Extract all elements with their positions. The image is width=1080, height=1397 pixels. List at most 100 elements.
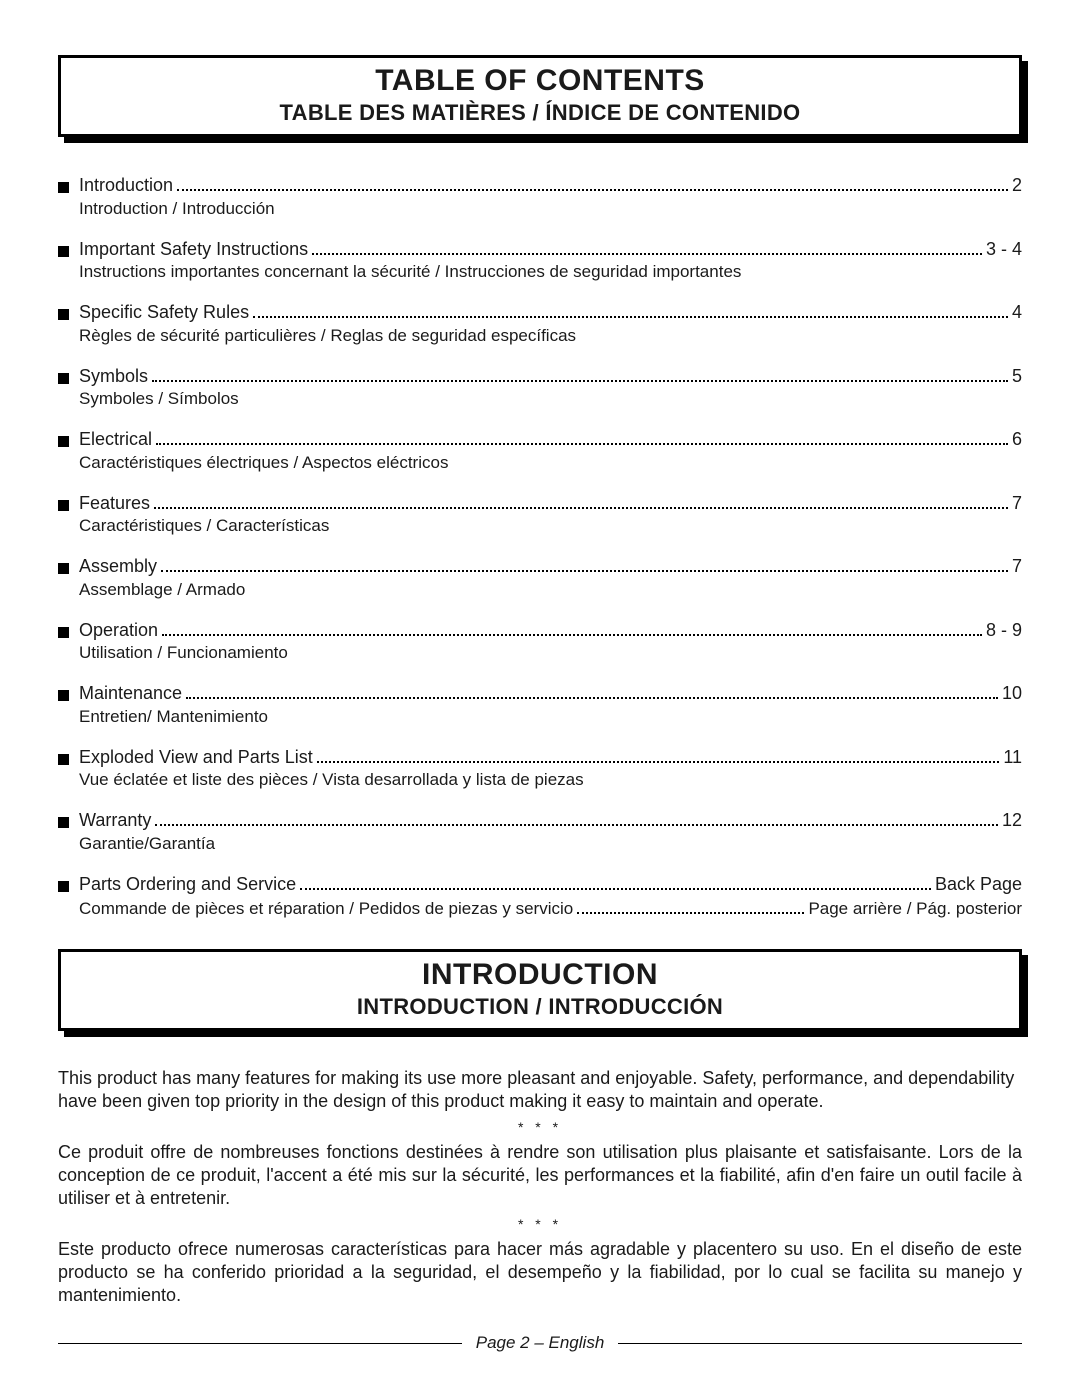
toc-entry: Electrical 6Caractéristiques électriques … (58, 427, 1022, 473)
toc-entry: Specific Safety Rules 4Règles de sécurité… (58, 300, 1022, 346)
toc-item-subtitle: Caractéristiques / Características (79, 516, 1022, 536)
toc-entry: Important Safety Instructions 3 - 4Instru… (58, 237, 1022, 283)
footer-rule-left (58, 1343, 462, 1344)
toc-subline: Commande de pièces et réparation / Pedid… (79, 897, 1022, 919)
toc-item-subtitle: Utilisation / Funcionamiento (79, 643, 1022, 663)
square-bullet-icon (58, 754, 69, 765)
toc-line: Exploded View and Parts List11 (58, 745, 1022, 769)
toc-line: Operation 8 - 9 (58, 618, 1022, 642)
toc-leader-dots (162, 618, 982, 636)
toc-item-title: Important Safety Instructions (79, 238, 308, 261)
toc-leader-dots (156, 427, 1008, 445)
toc-leader-dots (186, 681, 998, 699)
toc-item-subtitle: Caractéristiques électriques / Aspectos … (79, 453, 1022, 473)
toc-item-subtitle: Commande de pièces et réparation / Pedid… (79, 899, 573, 919)
square-bullet-icon (58, 690, 69, 701)
square-bullet-icon (58, 563, 69, 574)
toc-item-subtitle: Symboles / Símbolos (79, 389, 1022, 409)
square-bullet-icon (58, 627, 69, 638)
toc-item-page: 7 (1012, 492, 1022, 515)
toc-item-title: Maintenance (79, 682, 182, 705)
toc-leader-dots (312, 237, 982, 255)
square-bullet-icon (58, 373, 69, 384)
toc-item-subpage: Page arrière / Pág. posterior (808, 899, 1022, 919)
toc-item-title: Parts Ordering and Service (79, 873, 296, 896)
toc-leader-dots (177, 173, 1008, 191)
square-bullet-icon (58, 246, 69, 257)
toc-entry: Maintenance 10Entretien/ Mantenimiento (58, 681, 1022, 727)
toc-item-title: Introduction (79, 174, 173, 197)
toc-leader-dots (317, 745, 1000, 763)
toc-item-page: Back Page (935, 873, 1022, 896)
toc-line: Warranty12 (58, 808, 1022, 832)
toc-item-page: 6 (1012, 428, 1022, 451)
toc-item-subtitle: Entretien/ Mantenimiento (79, 707, 1022, 727)
toc-item-title: Symbols (79, 365, 148, 388)
square-bullet-icon (58, 500, 69, 511)
toc-item-subtitle: Vue éclatée et liste des pièces / Vista … (79, 770, 1022, 790)
square-bullet-icon (58, 182, 69, 193)
toc-item-page: 5 (1012, 365, 1022, 388)
toc-subtitle: TABLE DES MATIÈRES / ÍNDICE DE CONTENIDO (71, 100, 1009, 126)
toc-leader-dots (300, 872, 931, 890)
intro-para-fr: Ce produit offre de nombreuses fonctions… (58, 1141, 1022, 1210)
toc-leader-dots (152, 364, 1008, 382)
toc-entry: Warranty12Garantie/Garantía (58, 808, 1022, 854)
toc-item-page: 12 (1002, 809, 1022, 832)
square-bullet-icon (58, 881, 69, 892)
toc-entry: Parts Ordering and Service Back Page Comma… (58, 872, 1022, 920)
toc-item-subtitle: Garantie/Garantía (79, 834, 1022, 854)
toc-item-title: Specific Safety Rules (79, 301, 249, 324)
toc-entry: Features 7Caractéristiques / Característi… (58, 491, 1022, 537)
intro-para-en: This product has many features for makin… (58, 1067, 1022, 1113)
toc-line: Symbols 5 (58, 364, 1022, 388)
square-bullet-icon (58, 309, 69, 320)
toc-line: Electrical 6 (58, 427, 1022, 451)
toc-item-page: 3 - 4 (986, 238, 1022, 261)
toc-leader-dots (253, 300, 1008, 318)
toc-line: Features 7 (58, 491, 1022, 515)
toc-item-subtitle: Règles de sécurité particulières / Regla… (79, 326, 1022, 346)
toc-item-page: 2 (1012, 174, 1022, 197)
page-footer: Page 2 – English (58, 1333, 1022, 1353)
toc-item-title: Features (79, 492, 150, 515)
intro-title: INTRODUCTION (71, 958, 1009, 992)
toc-item-title: Electrical (79, 428, 152, 451)
box-inner: TABLE OF CONTENTS TABLE DES MATIÈRES / Í… (58, 55, 1022, 137)
toc-entry: Symbols 5Symboles / Símbolos (58, 364, 1022, 410)
toc-item-page: 11 (1003, 746, 1022, 769)
toc-item-title: Operation (79, 619, 158, 642)
intro-para-es: Este producto ofrece numerosas caracterí… (58, 1238, 1022, 1307)
toc-item-subtitle: Assemblage / Armado (79, 580, 1022, 600)
intro-body: This product has many features for makin… (58, 1067, 1022, 1307)
square-bullet-icon (58, 436, 69, 447)
toc-item-page: 8 - 9 (986, 619, 1022, 642)
toc-title: TABLE OF CONTENTS (71, 64, 1009, 98)
toc-entry: Operation 8 - 9Utilisation / Funcionamien… (58, 618, 1022, 664)
toc-item-page: 7 (1012, 555, 1022, 578)
toc-list: Introduction 2Introduction / Introducción… (58, 173, 1022, 949)
toc-entry: Introduction 2Introduction / Introducción (58, 173, 1022, 219)
toc-line: Assembly 7 (58, 554, 1022, 578)
intro-header-box: INTRODUCTION INTRODUCTION / INTRODUCCIÓN (58, 949, 1022, 1031)
toc-line: Important Safety Instructions 3 - 4 (58, 237, 1022, 261)
toc-leader-dots (577, 897, 804, 914)
toc-line: Introduction 2 (58, 173, 1022, 197)
box-inner: INTRODUCTION INTRODUCTION / INTRODUCCIÓN (58, 949, 1022, 1031)
toc-item-subtitle: Introduction / Introducción (79, 199, 1022, 219)
toc-entry: Assembly 7Assemblage / Armado (58, 554, 1022, 600)
toc-line: Specific Safety Rules 4 (58, 300, 1022, 324)
separator-stars: * * * (58, 1119, 1022, 1135)
toc-item-page: 4 (1012, 301, 1022, 324)
toc-leader-dots (161, 554, 1008, 572)
toc-line: Parts Ordering and Service Back Page (58, 872, 1022, 896)
square-bullet-icon (58, 817, 69, 828)
footer-page-label: Page 2 – English (462, 1333, 619, 1353)
separator-stars: * * * (58, 1216, 1022, 1232)
toc-item-subtitle: Instructions importantes concernant la s… (79, 262, 1022, 282)
toc-header-box: TABLE OF CONTENTS TABLE DES MATIÈRES / Í… (58, 55, 1022, 137)
toc-item-page: 10 (1002, 682, 1022, 705)
toc-line: Maintenance 10 (58, 681, 1022, 705)
toc-item-title: Assembly (79, 555, 157, 578)
toc-leader-dots (154, 491, 1008, 509)
